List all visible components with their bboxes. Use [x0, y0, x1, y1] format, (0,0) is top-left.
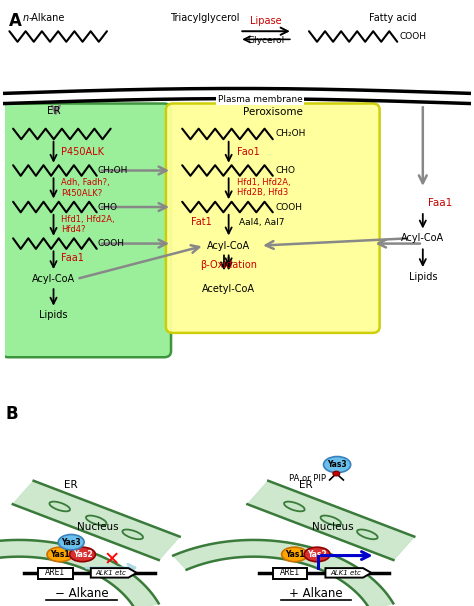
Text: CH₂OH: CH₂OH	[275, 130, 305, 138]
Text: Lipids: Lipids	[409, 272, 437, 282]
Text: Triacylglycerol: Triacylglycerol	[170, 13, 239, 24]
Text: Hfd1, Hfd2A,: Hfd1, Hfd2A,	[237, 178, 291, 187]
Text: Acyl-CoA: Acyl-CoA	[401, 233, 444, 243]
Text: P450ALK: P450ALK	[62, 147, 104, 157]
Ellipse shape	[282, 547, 308, 562]
Ellipse shape	[284, 502, 305, 511]
Text: Yas3: Yas3	[61, 538, 81, 547]
Text: Plasma membrane: Plasma membrane	[218, 95, 302, 104]
Text: n: n	[22, 13, 28, 24]
Text: ✕: ✕	[103, 551, 120, 570]
Text: − Alkane: − Alkane	[55, 587, 109, 600]
Text: ALK1 etc: ALK1 etc	[330, 570, 361, 576]
Text: Aal4, Aal7: Aal4, Aal7	[239, 218, 285, 227]
Text: Nucleus: Nucleus	[312, 522, 354, 532]
Text: Fat1: Fat1	[191, 218, 211, 227]
Ellipse shape	[122, 530, 143, 539]
Ellipse shape	[86, 516, 107, 525]
Text: Acyl-CoA: Acyl-CoA	[207, 241, 250, 251]
Text: COOH: COOH	[98, 239, 125, 248]
Text: ARE1: ARE1	[280, 568, 300, 578]
Ellipse shape	[324, 456, 351, 473]
Text: ER: ER	[47, 105, 60, 116]
Text: A: A	[9, 12, 21, 30]
Text: + Alkane: + Alkane	[289, 587, 343, 600]
Text: CHO: CHO	[275, 166, 295, 175]
Ellipse shape	[320, 516, 341, 525]
Ellipse shape	[304, 547, 330, 562]
Text: -Alkane: -Alkane	[29, 13, 65, 24]
Text: β-Oxidation: β-Oxidation	[200, 260, 257, 270]
Text: Acyl-CoA: Acyl-CoA	[32, 274, 75, 284]
FancyBboxPatch shape	[166, 104, 380, 333]
Text: Lipase: Lipase	[250, 16, 282, 26]
Text: B: B	[6, 405, 18, 423]
Text: Fatty acid: Fatty acid	[369, 13, 417, 24]
Text: Adh, Fadh?,: Adh, Fadh?,	[62, 178, 110, 187]
Text: Yas2: Yas2	[307, 550, 327, 559]
Text: COOH: COOH	[275, 202, 302, 211]
FancyBboxPatch shape	[273, 568, 307, 579]
Text: ARE1: ARE1	[46, 568, 65, 578]
Text: Glycerol: Glycerol	[247, 36, 284, 45]
FancyBboxPatch shape	[38, 568, 73, 579]
Polygon shape	[0, 540, 159, 606]
Text: Faa1: Faa1	[428, 198, 453, 208]
Text: Yas1: Yas1	[285, 550, 304, 559]
Polygon shape	[173, 540, 393, 606]
Polygon shape	[326, 568, 371, 578]
Text: Hfd1, Hfd2A,: Hfd1, Hfd2A,	[62, 215, 115, 224]
Text: Peroxisome: Peroxisome	[243, 107, 303, 117]
Text: P450ALK?: P450ALK?	[62, 189, 103, 198]
Text: Hfd2B, Hfd3: Hfd2B, Hfd3	[237, 188, 288, 197]
Text: CHO: CHO	[98, 202, 118, 211]
Polygon shape	[91, 568, 137, 578]
Text: ER: ER	[299, 481, 313, 490]
Text: PA or PIP: PA or PIP	[289, 474, 326, 484]
Ellipse shape	[58, 534, 84, 550]
FancyBboxPatch shape	[1, 104, 171, 358]
Text: ER: ER	[64, 481, 78, 490]
Ellipse shape	[47, 547, 73, 562]
Ellipse shape	[333, 471, 339, 476]
Text: Yas3: Yas3	[327, 460, 347, 469]
Text: CH₂OH: CH₂OH	[98, 166, 128, 175]
Ellipse shape	[357, 530, 378, 539]
Text: Acetyl-CoA: Acetyl-CoA	[202, 284, 255, 295]
Ellipse shape	[70, 547, 95, 562]
Text: Hfd4?: Hfd4?	[62, 225, 86, 234]
Text: COOH: COOH	[400, 32, 427, 41]
Text: Nucleus: Nucleus	[77, 522, 119, 532]
Ellipse shape	[49, 502, 70, 511]
Text: Yas2: Yas2	[73, 550, 92, 559]
Text: Yas1: Yas1	[50, 550, 70, 559]
Text: ALK1 etc: ALK1 etc	[95, 570, 126, 576]
Polygon shape	[13, 481, 180, 560]
Text: Faa1: Faa1	[62, 253, 84, 263]
Polygon shape	[247, 481, 414, 560]
Text: Lipids: Lipids	[39, 310, 68, 321]
Text: Fao1: Fao1	[237, 147, 260, 157]
